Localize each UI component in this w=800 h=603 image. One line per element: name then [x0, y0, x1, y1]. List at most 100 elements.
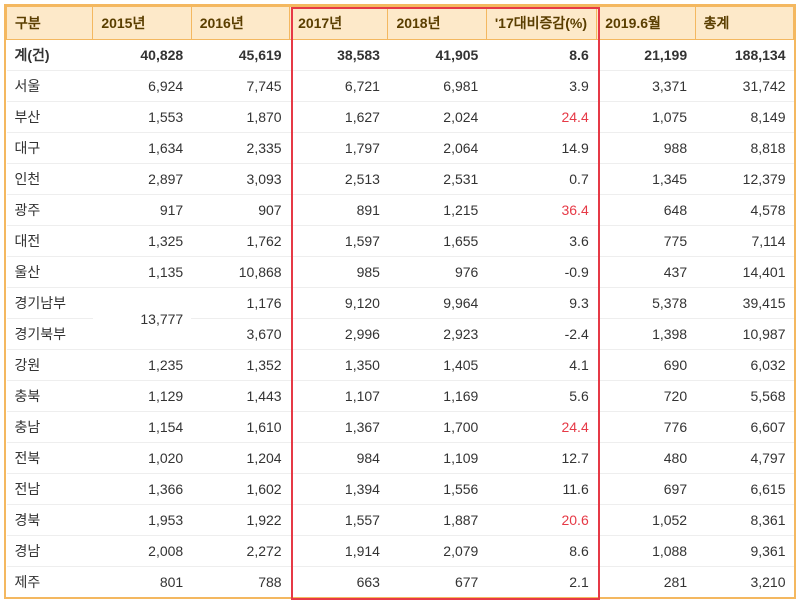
data-cell: 3,210 — [695, 567, 793, 598]
data-cell: 1,352 — [191, 350, 289, 381]
data-cell: 1,109 — [388, 443, 486, 474]
table-row: 경기남부13,7771,1769,1209,9649.35,37839,415 — [7, 288, 794, 319]
data-cell: 1,235 — [93, 350, 191, 381]
data-cell: 5.6 — [486, 381, 596, 412]
data-cell: -0.9 — [486, 257, 596, 288]
data-cell: 1,176 — [191, 288, 289, 319]
data-cell: 2,531 — [388, 164, 486, 195]
data-cell: 985 — [290, 257, 388, 288]
data-cell: 1,394 — [290, 474, 388, 505]
data-cell: 6,924 — [93, 71, 191, 102]
data-cell: 1,405 — [388, 350, 486, 381]
data-cell: 2,897 — [93, 164, 191, 195]
data-cell: 1,597 — [290, 226, 388, 257]
data-cell: 1,700 — [388, 412, 486, 443]
col-header-delta: '17대비증감(%) — [486, 7, 596, 40]
data-cell: 2,272 — [191, 536, 289, 567]
data-cell: 1,553 — [93, 102, 191, 133]
row-label-cell: 대전 — [7, 226, 93, 257]
data-cell: 6,981 — [388, 71, 486, 102]
data-cell: 1,762 — [191, 226, 289, 257]
data-cell: 3.6 — [486, 226, 596, 257]
table-row: 서울6,9247,7456,7216,9813.93,37131,742 — [7, 71, 794, 102]
data-cell: 36.4 — [486, 195, 596, 226]
data-cell: 1,350 — [290, 350, 388, 381]
data-cell: 1,557 — [290, 505, 388, 536]
table-row: 전남1,3661,6021,3941,55611.66976,615 — [7, 474, 794, 505]
header-row: 구분 2015년 2016년 2017년 2018년 '17대비증감(%) 20… — [7, 7, 794, 40]
data-cell: 1,020 — [93, 443, 191, 474]
data-cell: 10,868 — [191, 257, 289, 288]
data-cell: 1,135 — [93, 257, 191, 288]
data-cell: 976 — [388, 257, 486, 288]
data-cell: 281 — [597, 567, 695, 598]
data-cell: 1,215 — [388, 195, 486, 226]
col-header-total: 총계 — [695, 7, 793, 40]
data-cell: 9,120 — [290, 288, 388, 319]
data-cell: 2,923 — [388, 319, 486, 350]
data-cell: 690 — [597, 350, 695, 381]
data-cell: 1,129 — [93, 381, 191, 412]
col-header-2015: 2015년 — [93, 7, 191, 40]
data-table: 구분 2015년 2016년 2017년 2018년 '17대비증감(%) 20… — [6, 6, 794, 597]
data-cell: 5,378 — [597, 288, 695, 319]
data-cell: -2.4 — [486, 319, 596, 350]
data-cell: 10,987 — [695, 319, 793, 350]
data-cell: 984 — [290, 443, 388, 474]
row-label-cell: 제주 — [7, 567, 93, 598]
data-cell: 1,602 — [191, 474, 289, 505]
data-cell: 14.9 — [486, 133, 596, 164]
data-cell: 1,887 — [388, 505, 486, 536]
data-cell: 1,398 — [597, 319, 695, 350]
data-cell: 677 — [388, 567, 486, 598]
data-cell: 697 — [597, 474, 695, 505]
data-cell: 6,615 — [695, 474, 793, 505]
total-row: 계(건)40,82845,61938,58341,9058.621,199188… — [7, 40, 794, 71]
data-cell: 788 — [191, 567, 289, 598]
data-cell: 2,024 — [388, 102, 486, 133]
row-label-cell: 전북 — [7, 443, 93, 474]
data-cell: 1,204 — [191, 443, 289, 474]
data-cell: 1,870 — [191, 102, 289, 133]
data-cell: 6,032 — [695, 350, 793, 381]
table-row: 울산1,13510,868985976-0.943714,401 — [7, 257, 794, 288]
data-cell: 2,064 — [388, 133, 486, 164]
data-table-container: 구분 2015년 2016년 2017년 2018년 '17대비증감(%) 20… — [4, 4, 796, 599]
col-header-region: 구분 — [7, 7, 93, 40]
data-cell: 14,401 — [695, 257, 793, 288]
row-label-cell: 경기북부 — [7, 319, 93, 350]
data-cell: 2,008 — [93, 536, 191, 567]
data-cell: 40,828 — [93, 40, 191, 71]
data-cell: 917 — [93, 195, 191, 226]
data-cell: 3,371 — [597, 71, 695, 102]
row-label-cell: 울산 — [7, 257, 93, 288]
data-cell: 8,818 — [695, 133, 793, 164]
row-label-cell: 부산 — [7, 102, 93, 133]
table-row: 강원1,2351,3521,3501,4054.16906,032 — [7, 350, 794, 381]
table-row: 충북1,1291,4431,1071,1695.67205,568 — [7, 381, 794, 412]
row-label-cell: 계(건) — [7, 40, 93, 71]
data-cell: 2,996 — [290, 319, 388, 350]
row-label-cell: 광주 — [7, 195, 93, 226]
data-cell: 6,721 — [290, 71, 388, 102]
col-header-2019-6: 2019.6월 — [597, 7, 695, 40]
col-header-2018: 2018년 — [388, 7, 486, 40]
data-cell: 31,742 — [695, 71, 793, 102]
data-cell: 648 — [597, 195, 695, 226]
data-cell: 21,199 — [597, 40, 695, 71]
row-label-cell: 인천 — [7, 164, 93, 195]
data-cell: 663 — [290, 567, 388, 598]
row-label-cell: 충남 — [7, 412, 93, 443]
data-cell: 9,361 — [695, 536, 793, 567]
data-cell: 6,607 — [695, 412, 793, 443]
data-cell: 41,905 — [388, 40, 486, 71]
data-cell: 24.4 — [486, 102, 596, 133]
row-label-cell: 강원 — [7, 350, 93, 381]
data-cell: 720 — [597, 381, 695, 412]
data-cell: 8,361 — [695, 505, 793, 536]
data-cell: 39,415 — [695, 288, 793, 319]
data-cell: 1,052 — [597, 505, 695, 536]
data-cell: 3,093 — [191, 164, 289, 195]
data-cell: 1,366 — [93, 474, 191, 505]
data-cell: 1,345 — [597, 164, 695, 195]
